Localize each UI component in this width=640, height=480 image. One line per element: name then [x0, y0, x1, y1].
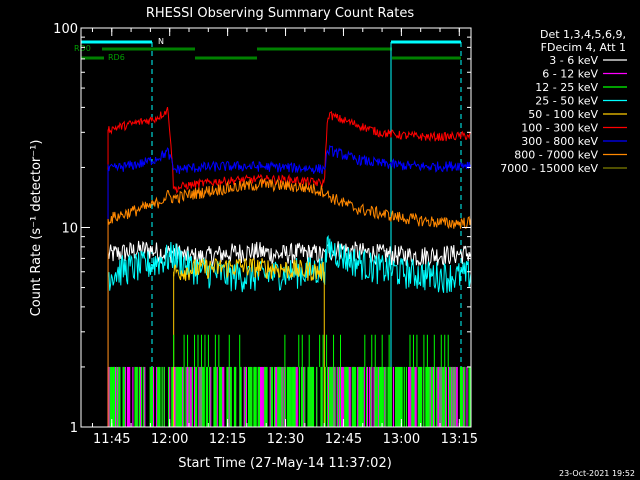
x-tick-label: 12:45: [325, 432, 362, 447]
x-tick-label: 11:45: [93, 432, 130, 447]
series-12-25-kev: [109, 366, 471, 427]
y-tick-label: 100: [53, 22, 78, 37]
legend-entry-label: 3 - 6 keV: [549, 54, 598, 67]
status-overlay: N RD0 RD6: [74, 37, 462, 427]
series-line: [107, 234, 471, 293]
series-line: [107, 144, 471, 175]
rd6-label: RD6: [108, 53, 125, 62]
legend: Det 1,3,4,5,6,9,FDecim 4, Att 13 - 6 keV…: [500, 28, 627, 175]
y-tick-label: 1: [70, 421, 78, 436]
series-12-25-spikes: [173, 334, 449, 367]
series-300-800-kev: [107, 144, 471, 427]
series-3-6-kev: [107, 240, 471, 427]
night-label: N: [158, 37, 164, 46]
legend-header: FDecim 4, Att 1: [541, 41, 626, 54]
y-axis-label: Count Rate (s⁻¹ detector⁻¹): [29, 140, 44, 317]
series-line: [107, 106, 471, 195]
series-800-7000-kev: [107, 177, 471, 427]
plot-area: [107, 106, 471, 427]
x-axis-label: Start Time (27-May-14 11:37:02): [178, 456, 392, 471]
legend-entry-label: 7000 - 15000 keV: [500, 162, 598, 175]
legend-entry-label: 25 - 50 keV: [535, 95, 598, 108]
chart-title: RHESSI Observing Summary Count Rates: [146, 6, 415, 21]
axes: 11:45 12:00 12:15 12:30 12:45 13:00 13:15 1 10 10…: [53, 22, 478, 447]
y-tick-label: 10: [61, 222, 78, 237]
x-tick-label: 12:15: [209, 432, 246, 447]
legend-entry-label: 50 - 100 keV: [528, 108, 598, 121]
x-tick-label: 13:00: [383, 432, 420, 447]
legend-entry-label: 100 - 300 keV: [521, 122, 598, 135]
legend-entry-label: 6 - 12 keV: [542, 68, 598, 81]
series-line: [107, 177, 471, 230]
series-line: [173, 257, 325, 281]
footer-date: 23-Oct-2021 19:52: [559, 469, 635, 478]
rd0-label: RD0: [74, 44, 91, 53]
legend-header: Det 1,3,4,5,6,9,: [540, 28, 626, 41]
x-tick-label: 12:30: [267, 432, 304, 447]
legend-entry-label: 300 - 800 keV: [521, 135, 598, 148]
legend-entry-label: 12 - 25 keV: [535, 81, 598, 94]
x-tick-label: 12:00: [151, 432, 188, 447]
legend-entry-label: 800 - 7000 keV: [514, 149, 598, 162]
x-tick-label: 13:15: [441, 432, 478, 447]
